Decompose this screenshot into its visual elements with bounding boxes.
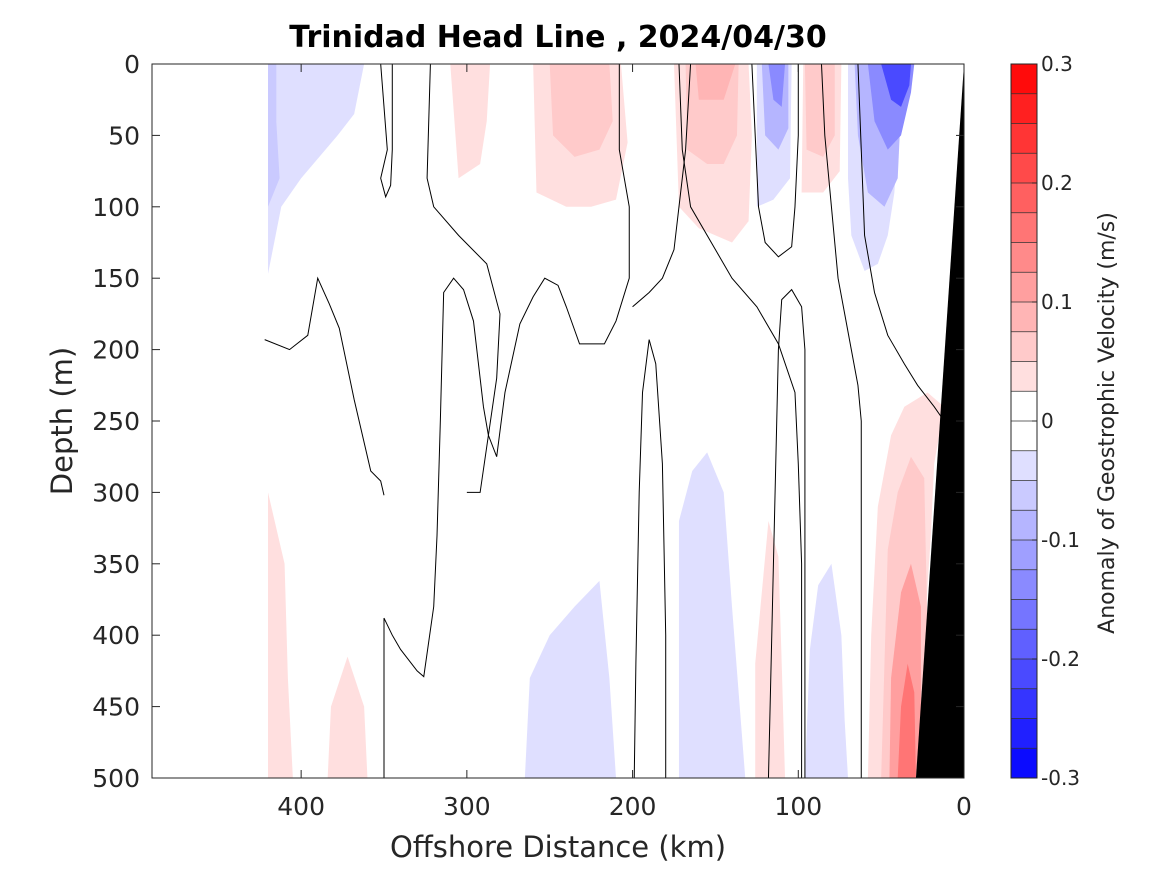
colorbar-segment [1011, 64, 1037, 95]
anomaly-patch-1 [268, 64, 280, 207]
colorbar-segment [1011, 718, 1037, 749]
zero-contour-5 [678, 64, 803, 778]
colorbar-tick-label: 0.1 [1041, 290, 1073, 314]
x-axis-ticks: 400 300 200 100 0 [277, 64, 972, 821]
colorbar-tick-label: 0 [1041, 409, 1054, 433]
zero-contour-9 [820, 64, 862, 778]
y-axis-ticks: 0 50 100 150 200 250 300 350 400 450 500 [92, 50, 964, 793]
x-tick-label: 200 [609, 792, 657, 821]
anomaly-patch-4 [549, 64, 613, 157]
y-tick-label: 450 [92, 693, 140, 722]
colorbar-tick-label: 0.2 [1041, 171, 1073, 195]
anomaly-patch-26 [897, 663, 916, 778]
zero-contour-2 [380, 64, 393, 199]
colorbar-segment [1011, 659, 1037, 690]
zero-contour-6 [632, 64, 692, 308]
zero-contour-4 [633, 339, 667, 778]
colorbar-segment [1011, 331, 1037, 362]
colorbar-segment [1011, 242, 1037, 273]
colorbar-segment [1011, 302, 1037, 333]
zero-contour-7 [751, 64, 799, 258]
x-axis-label: Offshore Distance (km) [390, 830, 726, 864]
y-axis-label: Depth (m) [45, 347, 79, 495]
colorbar-segment [1011, 540, 1037, 571]
y-tick-label: 300 [92, 478, 140, 507]
anomaly-patch-16 [881, 64, 911, 107]
y-tick-label: 350 [92, 550, 140, 579]
y-tick-label: 0 [124, 50, 140, 79]
y-tick-label: 250 [92, 407, 140, 436]
colorbar-segment [1011, 391, 1037, 422]
colorbar: 0.3 0.2 0.1 0 -0.1 -0.2 -0.3 [1010, 52, 1080, 790]
anomaly-patch-18 [678, 452, 746, 778]
anomaly-patch-17 [524, 580, 616, 778]
x-tick-label: 400 [277, 792, 325, 821]
colorbar-segment [1011, 183, 1037, 214]
y-tick-label: 200 [92, 336, 140, 365]
colorbar-segment [1011, 569, 1037, 600]
anomaly-patch-19 [804, 563, 848, 778]
colorbar-segment [1011, 93, 1037, 124]
colorbar-segment [1011, 629, 1037, 660]
anomaly-patch-7 [695, 64, 736, 100]
anomaly-patch-2 [450, 64, 491, 179]
colorbar-segment [1011, 450, 1037, 481]
colorbar-segment [1011, 510, 1037, 541]
y-tick-label: 400 [92, 621, 140, 650]
x-tick-label: 100 [774, 792, 822, 821]
zero-contour-0 [264, 276, 385, 496]
anomaly-patch-21 [327, 656, 368, 778]
x-tick-label: 300 [443, 792, 491, 821]
colorbar-tick-label: 0.3 [1041, 52, 1073, 76]
y-tick-label: 50 [108, 121, 140, 150]
x-tick-label: 0 [956, 792, 972, 821]
anomaly-patch-10 [768, 64, 786, 107]
y-tick-label: 150 [92, 264, 140, 293]
colorbar-segment [1011, 153, 1037, 184]
colorbar-segment [1011, 212, 1037, 243]
colorbar-label: Anomaly of Geostrophic Velocity (m/s) [1095, 212, 1120, 634]
zero-contour-10 [857, 64, 945, 422]
y-tick-label: 100 [92, 193, 140, 222]
colorbar-segment [1011, 748, 1037, 779]
zero-contours [264, 64, 945, 778]
colorbar-tick-label: -0.2 [1041, 647, 1080, 671]
anomaly-patch-20 [268, 492, 293, 778]
anomaly-patches [268, 64, 945, 778]
colorbar-segment [1011, 421, 1037, 452]
colorbar-tick-label: -0.1 [1041, 528, 1080, 552]
colorbar-segment [1011, 272, 1037, 303]
anomaly-patch-12 [804, 64, 835, 157]
anomaly-patch-22 [755, 520, 786, 778]
bathymetry [915, 64, 964, 778]
anomaly-patch-0 [268, 64, 365, 274]
colorbar-segment [1011, 599, 1037, 630]
colorbar-tick-label: -0.3 [1041, 766, 1080, 790]
y-tick-label: 500 [92, 764, 140, 793]
colorbar-segment [1011, 480, 1037, 511]
colorbar-segment [1011, 688, 1037, 719]
zero-contour-8 [767, 288, 806, 778]
colorbar-segment [1011, 123, 1037, 154]
colorbar-segment [1011, 361, 1037, 392]
zero-contour-3 [426, 64, 501, 493]
chart-title: Trinidad Head Line , 2024/04/30 [289, 20, 826, 55]
